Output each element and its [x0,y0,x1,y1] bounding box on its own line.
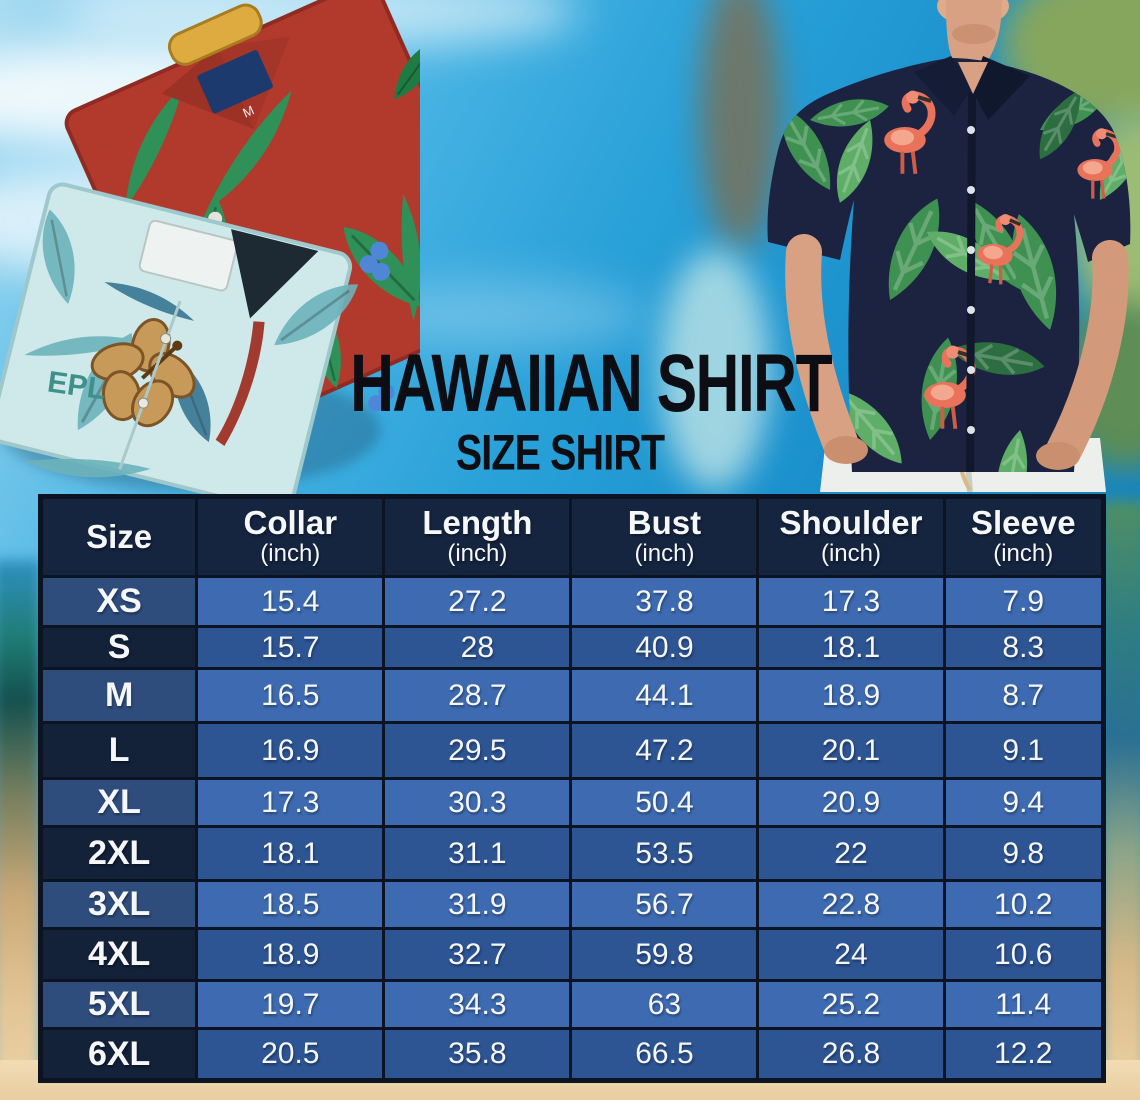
table-row-s: S 15.7 28 40.9 18.1 8.3 [38,625,1105,670]
value-cell: 31.1 [382,825,573,882]
value-cell: 40.9 [569,625,760,670]
value-cell: 15.7 [195,625,386,670]
size-cell: S [38,625,199,670]
value-cell: 16.9 [195,721,386,780]
size-cell: 3XL [38,879,199,930]
value-cell: 17.3 [756,575,946,628]
teal-shirt-print-text: EPL [45,366,107,407]
value-cell: 18.1 [756,625,946,670]
table-row-m: M 16.5 28.7 44.1 18.9 8.7 [38,667,1105,724]
table-row-2xl: 2XL 18.1 31.1 53.5 22 9.8 [38,825,1105,882]
table-row-4xl: 4XL 18.9 32.7 59.8 24 10.6 [38,927,1105,982]
value-cell: 29.5 [382,721,573,780]
size-chart-table: Size Collar (inch) Length (inch) Bust (i… [38,494,1106,1083]
value-cell: 10.2 [942,879,1105,930]
value-cell: 9.8 [942,825,1105,882]
value-cell: 18.1 [195,825,386,882]
value-cell: 9.1 [942,721,1105,780]
model-photo [767,0,1131,492]
header-row: Size Collar (inch) Length (inch) Bust (i… [38,495,1105,578]
value-cell: 18.9 [756,667,946,724]
value-cell: 8.7 [942,667,1105,724]
value-cell: 37.8 [569,575,760,628]
value-cell: 59.8 [569,927,760,982]
value-cell: 35.8 [382,1027,573,1082]
right-margin-blur [1100,500,1140,1100]
value-cell: 50.4 [569,777,760,828]
value-cell: 20.5 [195,1027,386,1082]
value-cell: 56.7 [569,879,760,930]
folded-shirts-photo: M [0,0,420,500]
value-cell: 28.7 [382,667,573,724]
value-cell: 19.7 [195,979,386,1030]
value-cell: 20.9 [756,777,946,828]
column-header-size: Size [38,495,199,578]
beach-blur [660,250,770,490]
value-cell: 32.7 [382,927,573,982]
table-row-xs: XS 15.4 27.2 37.8 17.3 7.9 [38,575,1105,628]
value-cell: 18.5 [195,879,386,930]
size-cell: M [38,667,199,724]
table-row-3xl: 3XL 18.5 31.9 56.7 22.8 10.2 [38,879,1105,930]
table-row-l: L 16.9 29.5 47.2 20.1 9.1 [38,721,1105,780]
size-cell: L [38,721,199,780]
value-cell: 16.5 [195,667,386,724]
size-cell: 5XL [38,979,199,1030]
value-cell: 20.1 [756,721,946,780]
value-cell: 47.2 [569,721,760,780]
value-cell: 26.8 [756,1027,946,1082]
table-row-6xl: 6XL 20.5 35.8 66.5 26.8 12.2 [38,1027,1105,1082]
value-cell: 11.4 [942,979,1105,1030]
value-cell: 8.3 [942,625,1105,670]
value-cell: 15.4 [195,575,386,628]
value-cell: 18.9 [195,927,386,982]
left-margin-blur [0,560,42,1100]
value-cell: 66.5 [569,1027,760,1082]
value-cell: 10.6 [942,927,1105,982]
size-cell: XL [38,777,199,828]
size-cell: XS [38,575,199,628]
value-cell: 34.3 [382,979,573,1030]
value-cell: 30.3 [382,777,573,828]
value-cell: 53.5 [569,825,760,882]
column-header-length: Length (inch) [382,495,573,578]
poster-title-block: HAWAIIAN SHIRT SIZE SHIRT [290,337,833,482]
palm-trunk-blur [700,0,780,250]
value-cell: 9.4 [942,777,1105,828]
size-cell: 6XL [38,1027,199,1082]
table-row-xl: XL 17.3 30.3 50.4 20.9 9.4 [38,777,1105,828]
value-cell: 25.2 [756,979,946,1030]
value-cell: 17.3 [195,777,386,828]
column-header-shoulder: Shoulder (inch) [756,495,946,578]
poster-subtitle: SIZE SHIRT [455,425,665,482]
value-cell: 28 [382,625,573,670]
value-cell: 22.8 [756,879,946,930]
value-cell: 27.2 [382,575,573,628]
column-header-collar: Collar (inch) [195,495,386,578]
value-cell: 44.1 [569,667,760,724]
column-header-sleeve: Sleeve (inch) [942,495,1105,578]
column-header-bust: Bust (inch) [569,495,760,578]
size-cell: 4XL [38,927,199,982]
value-cell: 7.9 [942,575,1105,628]
value-cell: 24 [756,927,946,982]
size-cell: 2XL [38,825,199,882]
value-cell: 63 [569,979,760,1030]
poster-title: HAWAIIAN SHIRT [350,337,833,430]
value-cell: 22 [756,825,946,882]
value-cell: 12.2 [942,1027,1105,1082]
table-row-5xl: 5XL 19.7 34.3 63 25.2 11.4 [38,979,1105,1030]
value-cell: 31.9 [382,879,573,930]
